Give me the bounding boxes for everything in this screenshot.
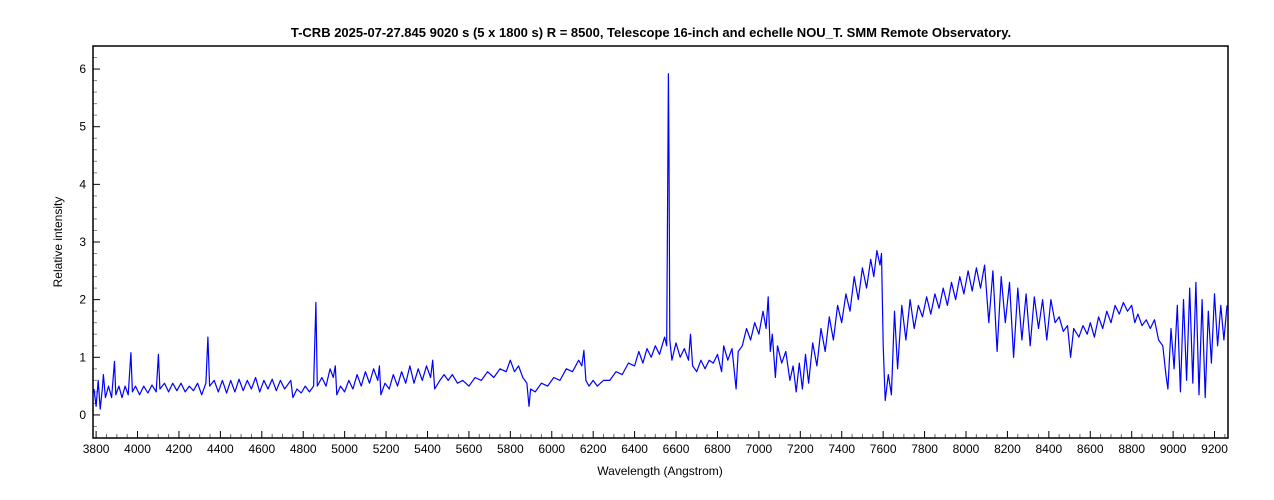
x-tick-label: 5200 [373, 442, 400, 456]
x-tick-label: 5600 [456, 442, 483, 456]
x-tick-label: 7400 [828, 442, 855, 456]
x-tick-label: 8200 [994, 442, 1021, 456]
x-tick-label: 6800 [704, 442, 731, 456]
x-tick-label: 7600 [870, 442, 897, 456]
x-tick-label: 6400 [621, 442, 648, 456]
x-tick-label: 6000 [538, 442, 565, 456]
y-tick-label: 4 [79, 177, 86, 191]
y-tick-label: 5 [79, 120, 86, 134]
x-tick-label: 8600 [1077, 442, 1104, 456]
x-tick-label: 5000 [331, 442, 358, 456]
x-axis-label: Wavelength (Angstrom) [597, 464, 723, 478]
y-axis-label: Relative intensity [51, 197, 65, 288]
chart-title: T-CRB 2025-07-27.845 9020 s (5 x 1800 s)… [291, 25, 1011, 40]
y-tick-label: 0 [79, 408, 86, 422]
x-tick-label: 4800 [290, 442, 317, 456]
x-tick-label: 4400 [207, 442, 234, 456]
x-tick-label: 5800 [497, 442, 524, 456]
spectrum-line [93, 73, 1228, 410]
x-tick-label: 8800 [1118, 442, 1145, 456]
axis-ticks: 3800 4000 4200 4400 4600 4800 5000 5200 5400 5600… [79, 45, 1228, 456]
x-tick-label: 7800 [911, 442, 938, 456]
x-tick-label: 5400 [414, 442, 441, 456]
x-tick-label: 9200 [1201, 442, 1228, 456]
y-tick-label: 1 [79, 350, 86, 364]
x-tick-label: 6600 [663, 442, 690, 456]
x-tick-label: 7000 [746, 442, 773, 456]
x-tick-label: 7200 [787, 442, 814, 456]
x-tick-label: 8400 [1035, 442, 1062, 456]
x-tick-label: 9000 [1160, 442, 1187, 456]
x-tick-label: 8000 [953, 442, 980, 456]
x-tick-label: 3800 [83, 442, 110, 456]
x-tick-label: 6200 [580, 442, 607, 456]
y-tick-label: 3 [79, 235, 86, 249]
y-tick-label: 2 [79, 293, 86, 307]
y-tick-label: 6 [79, 62, 86, 76]
plot-frame [92, 45, 1229, 439]
x-tick-label: 4600 [248, 442, 275, 456]
x-tick-label: 4200 [166, 442, 193, 456]
x-tick-label: 4000 [124, 442, 151, 456]
